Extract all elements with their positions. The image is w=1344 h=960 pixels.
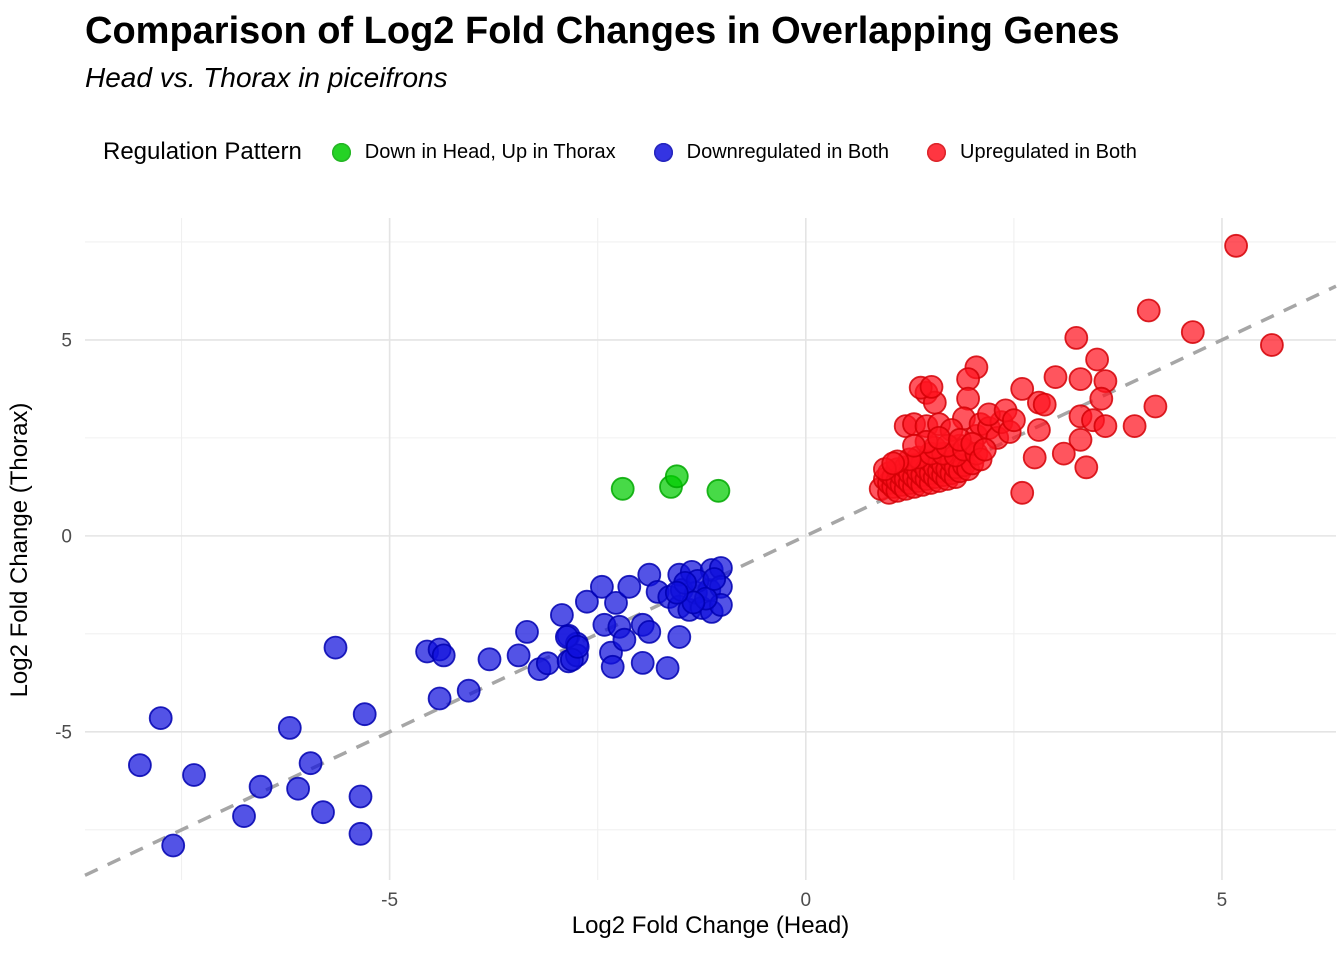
series-upregulated-in-both	[868, 233, 1284, 505]
y-tick-label: 5	[61, 330, 72, 351]
data-point	[1002, 408, 1026, 433]
data-point	[1074, 455, 1099, 480]
data-point	[515, 620, 539, 644]
major-gridlines	[85, 218, 1336, 880]
legend-item-label: Downregulated in Both	[686, 140, 890, 163]
data-point	[604, 591, 628, 615]
data-point	[352, 702, 377, 727]
data-point	[667, 625, 692, 649]
data-point	[323, 635, 348, 660]
y-tick-label: 0	[61, 526, 72, 547]
data-point	[1143, 394, 1168, 419]
data-point	[1064, 325, 1089, 350]
data-point	[664, 464, 689, 489]
y-axis-title: Log2 Fold Change (Thorax)	[6, 402, 33, 698]
data-point	[972, 437, 997, 462]
data-point	[298, 751, 323, 776]
data-point	[535, 651, 560, 676]
data-point	[311, 800, 335, 825]
chart-title: Comparison of Log2 Fold Changes in Overl…	[85, 10, 1120, 52]
data-point	[1043, 365, 1068, 390]
x-axis-title: Log2 Fold Change (Head)	[571, 912, 850, 939]
data-point	[927, 425, 951, 450]
data-point	[575, 589, 599, 614]
data-point	[1089, 386, 1114, 411]
green-dot-icon	[331, 142, 351, 162]
data-point	[1010, 480, 1035, 505]
data-point	[655, 656, 680, 680]
data-point	[610, 476, 635, 501]
data-point	[348, 784, 373, 809]
data-point	[637, 620, 662, 644]
data-point	[630, 651, 655, 675]
data-point	[427, 686, 452, 711]
blue-dot-icon	[653, 142, 673, 162]
data-point	[1022, 445, 1047, 470]
data-point	[956, 386, 980, 411]
minor-gridlines	[85, 218, 1336, 880]
data-point	[506, 643, 531, 668]
data-point	[1085, 347, 1109, 372]
data-point	[286, 776, 311, 801]
legend-title: Regulation Pattern	[103, 138, 302, 165]
data-point	[1068, 427, 1093, 452]
data-point	[902, 433, 926, 458]
data-point	[1122, 414, 1147, 439]
data-point	[456, 678, 481, 703]
red-dot-icon	[927, 142, 947, 162]
legend: Regulation Pattern Down in Head, Up in T…	[103, 132, 1175, 172]
x-tick-label: 5	[1217, 890, 1228, 911]
legend-item: Upregulated in Both	[927, 141, 1137, 164]
y-tick-label: -5	[55, 722, 72, 743]
series-down-in-head-up-in-thorax	[610, 464, 731, 503]
data-point	[881, 451, 906, 476]
data-point	[664, 580, 689, 605]
data-point	[148, 706, 173, 730]
data-point	[1180, 320, 1205, 345]
data-point	[1032, 392, 1057, 417]
axis-tick-labels: -5 0 5 -5 0 5	[55, 330, 1227, 911]
data-point	[612, 627, 637, 652]
data-point	[919, 374, 944, 399]
data-point	[600, 654, 625, 679]
data-point	[1068, 367, 1093, 392]
data-point	[477, 647, 502, 672]
data-point	[1027, 418, 1051, 442]
data-point	[431, 643, 456, 668]
data-point	[1051, 441, 1076, 466]
data-point	[277, 716, 302, 740]
data-point	[590, 574, 614, 599]
identity-line	[84, 284, 1337, 877]
data-point	[617, 574, 642, 599]
data-point	[565, 634, 590, 659]
data-point	[161, 833, 186, 858]
legend-item: Downregulated in Both	[653, 140, 890, 164]
x-tick-label: 0	[801, 890, 812, 911]
data-point	[1136, 298, 1161, 323]
data-point	[706, 478, 731, 503]
data-point	[550, 603, 574, 627]
data-point	[1093, 414, 1118, 439]
data-point	[182, 763, 206, 787]
data-point	[1224, 233, 1248, 258]
x-tick-label: -5	[381, 890, 398, 911]
data-point	[1260, 333, 1284, 357]
data-point	[348, 821, 373, 846]
series-downregulated-in-both	[127, 556, 733, 858]
data-point	[232, 804, 256, 828]
data-point	[248, 774, 273, 799]
chart-subtitle: Head vs. Thorax in piceifrons	[85, 62, 448, 93]
data-point	[702, 567, 727, 591]
data-point	[1010, 376, 1035, 401]
legend-item: Down in Head, Up in Thorax	[331, 140, 616, 164]
legend-item-label: Down in Head, Up in Thorax	[364, 140, 616, 163]
data-point	[127, 753, 152, 778]
legend-item-label: Upregulated in Both	[960, 140, 1137, 163]
